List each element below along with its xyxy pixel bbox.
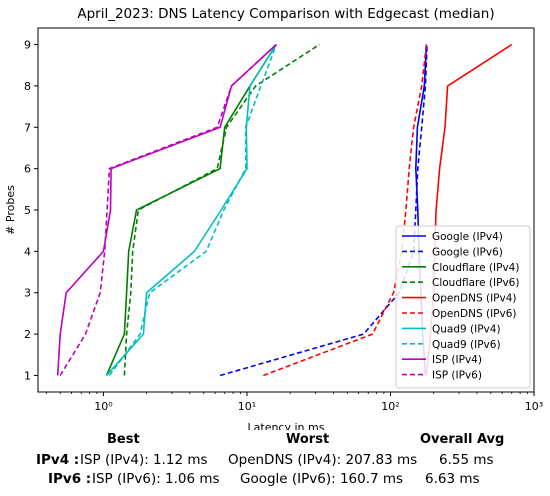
y-axis: 1 2 3 4 5 6 7 8 9 [24,39,38,382]
y-tick-label: 3 [24,287,31,300]
y-axis-label: # Probes [4,185,17,235]
summary-row-ipv6-label: IPv6 : [48,471,92,487]
legend-label-cloudflare-ipv6: Cloudflare (IPv6) [432,277,519,289]
summary-header-avg: Overall Avg [420,432,505,447]
y-tick-label: 8 [24,80,31,93]
summary-row-ipv6-avg: 6.63 ms [425,471,480,487]
y-tick-label: 2 [24,328,31,341]
y-tick-label: 7 [24,121,31,134]
series-line-quad9-ipv6 [108,44,278,376]
x-tick-label: 10⁰ [94,400,113,413]
legend: Google (IPv4) Google (IPv6) Cloudflare (IP… [395,225,531,389]
series-line-cloudflare-ipv4 [105,44,277,376]
series-line-cloudflare-ipv6 [123,43,320,376]
chart-title: April_2023: DNS Latency Comparison with … [77,6,494,22]
legend-label-google-ipv4: Google (IPv4) [432,231,503,243]
legend-label-opendns-ipv6: OpenDNS (IPv6) [432,308,517,320]
summary-row-ipv4-avg: 6.55 ms [439,452,494,468]
x-tick-label: 10² [381,400,399,413]
summary-header-worst: Worst [286,432,330,447]
legend-label-cloudflare-ipv4: Cloudflare (IPv4) [432,262,519,274]
legend-label-isp-ipv4: ISP (IPv4) [432,354,482,366]
x-axis-label: Latency in ms [248,421,325,430]
series-line-quad9-ipv4 [105,44,277,377]
summary-row-ipv4-label: IPv4 : [36,452,80,468]
latency-chart: April_2023: DNS Latency Comparison with … [4,6,543,430]
plot-lines [56,43,513,377]
summary-header-best: Best [107,432,140,447]
x-axis: 10⁰ 10¹ 10² 10³ [45,392,543,413]
legend-label-opendns-ipv4: OpenDNS (IPv4) [432,293,517,305]
series-line-opendns-ipv6 [263,44,428,377]
y-tick-label: 9 [24,39,31,52]
summary-row-ipv6-worst: Google (IPv6): 160.7 ms [240,471,404,487]
series-line-isp-ipv6 [59,43,277,376]
y-tick-label: 4 [24,245,31,258]
summary-row-ipv4-worst: OpenDNS (IPv4): 207.83 ms [228,452,418,468]
summary-row-ipv4-best: ISP (IPv4): 1.12 ms [80,452,208,468]
legend-label-quad9-ipv4: Quad9 (IPv4) [432,323,501,335]
y-tick-label: 1 [24,369,31,382]
legend-label-google-ipv6: Google (IPv6) [432,246,503,258]
summary-row-ipv6-best: ISP (IPv6): 1.06 ms [92,471,220,487]
y-tick-label: 5 [24,204,31,217]
y-tick-label: 6 [24,163,31,176]
summary-table: Best Worst Overall Avg IPv4 : ISP (IPv4)… [0,428,550,496]
legend-label-isp-ipv6: ISP (IPv6) [432,370,482,382]
legend-label-quad9-ipv6: Quad9 (IPv6) [432,339,501,351]
series-line-google-ipv6 [219,44,428,377]
legend-box [395,225,531,389]
series-line-isp-ipv4 [56,43,277,376]
x-tick-label: 10³ [525,400,543,413]
x-tick-label: 10¹ [238,400,256,413]
